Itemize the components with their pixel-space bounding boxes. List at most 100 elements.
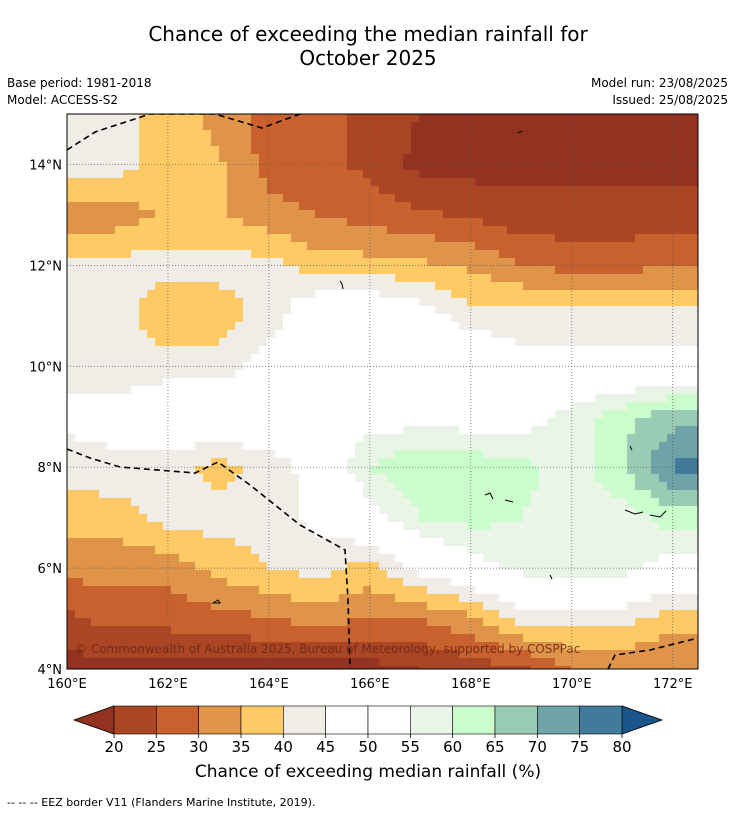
field-cell (291, 274, 300, 283)
field-cell (219, 474, 228, 483)
field-cell (155, 354, 164, 363)
field-cell (171, 442, 180, 451)
field-cell (563, 290, 572, 299)
field-cell (315, 298, 324, 307)
field-cell (211, 434, 220, 443)
field-cell (331, 522, 340, 531)
field-cell (627, 586, 636, 595)
field-cell (483, 402, 492, 411)
field-cell (347, 610, 356, 619)
field-cell (91, 346, 100, 355)
field-cell (379, 194, 388, 203)
field-cell (555, 554, 564, 563)
field-cell (403, 306, 412, 315)
field-cell (107, 130, 116, 139)
field-cell (107, 178, 116, 187)
field-cell (443, 498, 452, 507)
field-cell (107, 394, 116, 403)
field-cell (595, 602, 604, 611)
field-cell (555, 490, 564, 499)
field-cell (195, 178, 204, 187)
field-cell (187, 354, 196, 363)
field-cell (195, 402, 204, 411)
field-cell (659, 234, 668, 243)
field-cell (571, 546, 580, 555)
field-cell (603, 346, 612, 355)
field-cell (643, 434, 652, 443)
field-cell (251, 250, 260, 259)
field-cell (435, 514, 444, 523)
field-cell (299, 426, 308, 435)
field-cell (459, 434, 468, 443)
field-cell (187, 154, 196, 163)
field-cell (499, 226, 508, 235)
field-cell (587, 282, 596, 291)
field-cell (563, 410, 572, 419)
field-cell (107, 442, 116, 451)
field-cell (123, 466, 132, 475)
field-cell (547, 610, 556, 619)
field-cell (499, 282, 508, 291)
field-cell (379, 370, 388, 379)
field-cell (115, 202, 124, 211)
field-cell (395, 122, 404, 131)
field-cell (499, 234, 508, 243)
field-cell (219, 418, 228, 427)
field-cell (235, 178, 244, 187)
field-cell (683, 330, 692, 339)
field-cell (451, 602, 460, 611)
field-cell (107, 386, 116, 395)
field-cell (195, 346, 204, 355)
field-cell (363, 538, 372, 547)
field-cell (427, 354, 436, 363)
field-cell (587, 162, 596, 171)
field-cell (619, 290, 628, 299)
field-cell (595, 186, 604, 195)
field-cell (67, 514, 76, 523)
field-cell (451, 538, 460, 547)
field-cell (603, 186, 612, 195)
field-cell (155, 618, 164, 627)
field-cell (107, 490, 116, 499)
field-cell (459, 170, 468, 179)
field-cell (523, 482, 532, 491)
field-cell (507, 370, 516, 379)
field-cell (355, 426, 364, 435)
field-cell (251, 218, 260, 227)
field-cell (259, 186, 268, 195)
field-cell (363, 402, 372, 411)
field-cell (283, 450, 292, 459)
field-cell (355, 218, 364, 227)
field-cell (491, 138, 500, 147)
field-cell (587, 130, 596, 139)
field-cell (467, 114, 476, 123)
field-cell (619, 266, 628, 275)
field-cell (603, 322, 612, 331)
field-cell (235, 306, 244, 315)
field-cell (267, 314, 276, 323)
field-cell (443, 162, 452, 171)
field-cell (491, 298, 500, 307)
field-cell (219, 234, 228, 243)
field-cell (227, 546, 236, 555)
field-cell (571, 234, 580, 243)
field-cell (635, 162, 644, 171)
field-cell (419, 234, 428, 243)
field-cell (467, 578, 476, 587)
field-cell (507, 466, 516, 475)
field-cell (227, 242, 236, 251)
field-cell (275, 170, 284, 179)
field-cell (427, 242, 436, 251)
field-cell (139, 386, 148, 395)
field-cell (355, 322, 364, 331)
field-cell (91, 442, 100, 451)
field-cell (427, 418, 436, 427)
field-cell (363, 322, 372, 331)
field-cell (491, 218, 500, 227)
field-cell (667, 458, 676, 467)
field-cell (555, 346, 564, 355)
field-cell (523, 178, 532, 187)
field-cell (531, 410, 540, 419)
field-cell (667, 506, 676, 515)
field-cell (315, 378, 324, 387)
